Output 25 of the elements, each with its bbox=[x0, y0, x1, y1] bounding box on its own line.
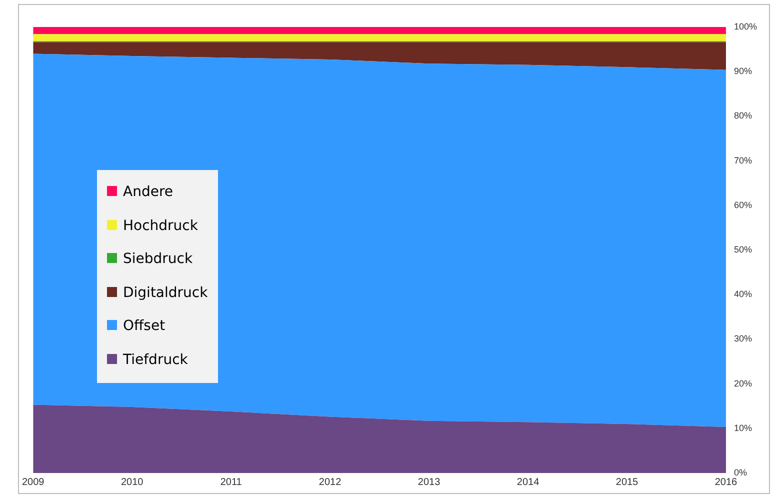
y-tick-label: 90% bbox=[734, 66, 752, 76]
y-tick-label: 30% bbox=[734, 334, 752, 344]
y-tick-label: 80% bbox=[734, 110, 752, 121]
x-tick-label: 2010 bbox=[120, 476, 144, 488]
legend-label: Offset bbox=[122, 317, 166, 336]
x-tick-label: 2011 bbox=[220, 476, 242, 488]
x-tick-label: 2015 bbox=[616, 476, 639, 488]
y-tick-label: 70% bbox=[734, 155, 752, 166]
y-tick-label: 100% bbox=[734, 21, 758, 32]
y-tick-label: 60% bbox=[734, 200, 752, 210]
x-tick-label: 2016 bbox=[714, 476, 738, 488]
legend-label: Digitaldruck bbox=[122, 284, 208, 302]
y-tick-label: 20% bbox=[734, 378, 752, 388]
x-tick-label: 2009 bbox=[22, 476, 45, 488]
y-tick-label: 10% bbox=[734, 422, 752, 433]
x-tick-label: 2014 bbox=[516, 476, 540, 488]
x-tick-label: 2012 bbox=[318, 476, 342, 488]
x-tick-label: 2013 bbox=[418, 476, 441, 488]
y-tick-label: 50% bbox=[734, 244, 752, 254]
legend-label: Andere bbox=[122, 183, 174, 202]
legend-label: Siebdruck bbox=[122, 250, 194, 269]
y-tick-label: 0% bbox=[734, 467, 747, 478]
y-tick-label: 40% bbox=[734, 289, 752, 300]
legend-label: Hochdruck bbox=[122, 216, 199, 236]
legend-label: Tiefdruck bbox=[122, 350, 189, 370]
